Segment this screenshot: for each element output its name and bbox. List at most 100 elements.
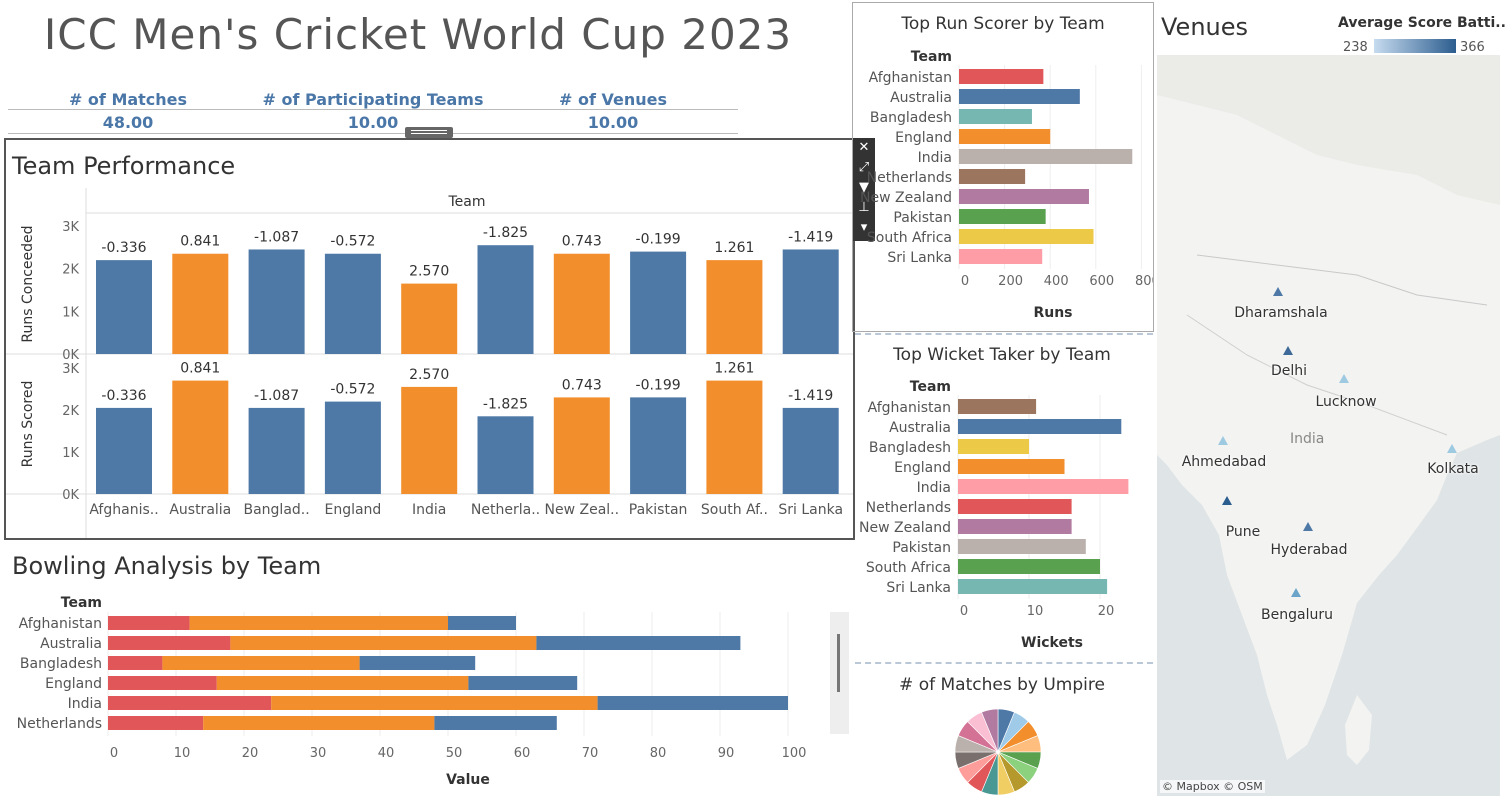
- tp-bar-label: -0.336: [101, 388, 146, 404]
- kpi-strip: # of Matches 48.00 # of Participating Te…: [8, 88, 738, 136]
- tp-bar-label: -0.336: [101, 240, 146, 256]
- top-wicket-bar: [958, 519, 1072, 534]
- top-wicket-category-label: Afghanistan: [868, 400, 951, 416]
- top-run-bar: [959, 209, 1046, 224]
- bowling-category-label: England: [45, 676, 102, 692]
- top-run-xlabel: Runs: [1033, 305, 1072, 321]
- top-run-bar: [959, 109, 1032, 124]
- top-run-category-label: England: [895, 130, 952, 146]
- tp-bar: [248, 249, 305, 354]
- top-wicket-category-label: Sri Lanka: [886, 580, 951, 596]
- pin-icon[interactable]: ⊥: [858, 200, 870, 215]
- sheet-toolbar[interactable]: ✕ ⤢ ▼ ⊥ ▾: [853, 138, 875, 241]
- bowling-bar-segment: [108, 656, 163, 670]
- venue-label: Kolkata: [1427, 461, 1479, 477]
- tp-tick-label: 3K: [62, 220, 79, 235]
- top-run-chart: Top Run Scorer by Team Team 0 200 400 600 80…: [860, 14, 1160, 321]
- bowling-bar-segment: [359, 656, 476, 670]
- top-wicket-bar: [958, 399, 1037, 414]
- umpire-title: # of Matches by Umpire: [899, 675, 1105, 695]
- bowling-bar-segment: [162, 656, 360, 670]
- top-wicket-category-label: South Africa: [866, 560, 951, 576]
- tp-bar: [401, 386, 458, 494]
- legend-title: Average Score Batti..: [1338, 15, 1506, 31]
- venue-label: Dharamshala: [1234, 305, 1328, 321]
- popout-icon[interactable]: ⤢: [858, 160, 870, 175]
- top-run-category-label: Afghanistan: [869, 70, 952, 86]
- top-run-tick-label: 0: [961, 274, 969, 289]
- team-performance-title: Team Performance: [12, 152, 236, 180]
- tp-bar: [553, 397, 610, 494]
- venue-label: Ahmedabad: [1181, 454, 1267, 470]
- venue-label: Delhi: [1270, 363, 1308, 379]
- top-wicket-header: Team: [910, 379, 951, 395]
- bowling-category-label: Afghanistan: [19, 616, 102, 632]
- top-wicket-category-label: England: [894, 460, 951, 476]
- tp-bar-label: -0.199: [636, 232, 681, 248]
- tp-header: Team: [447, 194, 485, 210]
- top-run-category-label: Pakistan: [893, 210, 952, 226]
- tp-bar: [96, 407, 152, 494]
- resize-handle[interactable]: [405, 127, 453, 138]
- tp-bar: [401, 283, 458, 354]
- top-run-tick-label: 400: [1044, 274, 1069, 289]
- tp-bar: [477, 245, 534, 354]
- pie-slice: [981, 708, 999, 753]
- venue-marker[interactable]: [1222, 496, 1232, 505]
- top-run-header: Team: [911, 49, 952, 65]
- tp-bar: [630, 397, 687, 494]
- tp-bar: [477, 416, 534, 494]
- tp-bar: [630, 251, 687, 354]
- top-run-bar: [959, 169, 1026, 184]
- venue-label: Pune: [1225, 524, 1261, 540]
- venue-marker[interactable]: [1303, 522, 1313, 531]
- venue-marker[interactable]: [1218, 436, 1228, 445]
- top-run-category-label: Netherlands: [867, 170, 952, 186]
- bowling-tick-label: 50: [446, 746, 463, 761]
- venue-label: Hyderabad: [1270, 542, 1348, 558]
- bowling-tick-label: 30: [310, 746, 327, 761]
- tp-bar-label: 0.841: [180, 361, 220, 377]
- top-wicket-title: Top Wicket Taker by Team: [892, 345, 1111, 365]
- top-wicket-category-label: Pakistan: [892, 540, 951, 556]
- venue-marker[interactable]: [1339, 374, 1349, 383]
- tp-y1-label: Runs Conceeded: [20, 225, 36, 342]
- bowling-bar-segment: [189, 616, 448, 630]
- top-wicket-category-label: New Zealand: [859, 520, 951, 536]
- top-run-bar: [959, 149, 1133, 164]
- tp-category-label: England: [324, 502, 381, 518]
- tp-bar: [96, 260, 152, 354]
- top-wicket-bar: [958, 559, 1100, 574]
- kpi-venues-label: # of Venues: [558, 90, 667, 109]
- filter-icon[interactable]: ▼: [859, 180, 869, 195]
- tp-bar-label: 2.570: [409, 264, 449, 280]
- tp-tick-label: 2K: [62, 263, 79, 278]
- bowling-bar-segment: [108, 636, 231, 650]
- top-wicket-bar: [958, 459, 1065, 474]
- venue-marker[interactable]: [1273, 287, 1283, 296]
- venue-marker[interactable]: [1283, 346, 1293, 355]
- tp-bar-label: 2.570: [409, 367, 449, 383]
- bowling-bar-segment: [271, 696, 598, 710]
- venue-label: Bengaluru: [1261, 607, 1333, 623]
- tp-bar-label: -0.199: [636, 377, 681, 393]
- top-run-panel[interactable]: Top Run Scorer by Team Team 0 200 400 600 80…: [852, 2, 1160, 332]
- close-icon[interactable]: ✕: [858, 140, 870, 155]
- tp-bar-label: -0.572: [330, 234, 375, 250]
- bowling-title: Bowling Analysis by Team: [12, 552, 322, 580]
- top-run-bar: [959, 69, 1044, 84]
- kpi-venues-value: 10.00: [587, 113, 639, 132]
- venue-marker[interactable]: [1447, 444, 1457, 453]
- top-wicket-tick-label: 20: [1098, 604, 1115, 619]
- more-icon[interactable]: ▾: [860, 220, 868, 235]
- venue-marker[interactable]: [1291, 588, 1301, 597]
- top-run-category-label: India: [918, 150, 952, 166]
- team-performance-panel[interactable]: Team Performance Team Runs Conceeded Run…: [4, 138, 855, 540]
- kpi-matches-label: # of Matches: [68, 90, 188, 109]
- tp-bar-label: -1.419: [788, 388, 833, 404]
- top-run-title: Top Run Scorer by Team: [900, 14, 1104, 34]
- tp-bar: [324, 253, 381, 354]
- tp-tick-label: 0K: [62, 488, 79, 503]
- venues-map[interactable]: India © Mapbox © OSM: [1157, 55, 1500, 796]
- tp-bar-label: 0.743: [562, 377, 602, 393]
